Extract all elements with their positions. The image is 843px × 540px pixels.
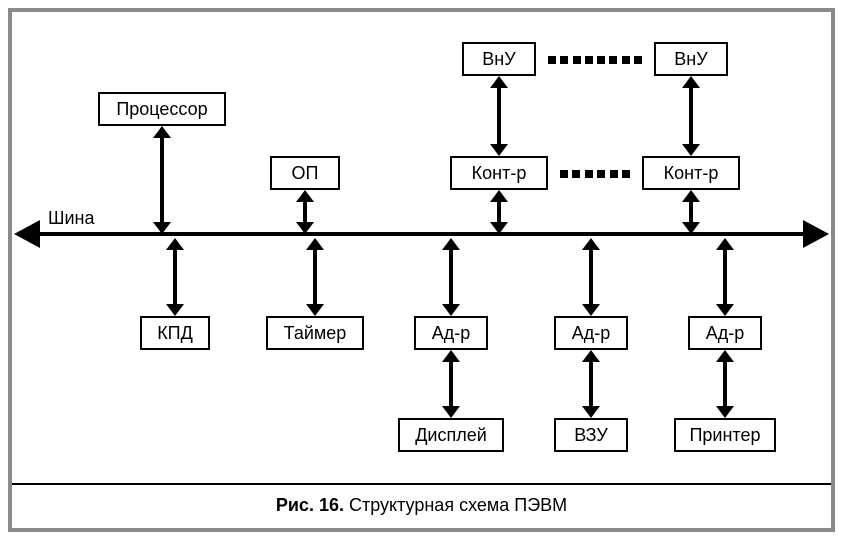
double-arrow-icon bbox=[490, 190, 508, 234]
double-arrow-icon bbox=[682, 76, 700, 156]
double-arrow-icon bbox=[716, 238, 734, 316]
node-ctrl2: Конт-р bbox=[642, 156, 740, 190]
node-timer: Таймер bbox=[266, 316, 364, 350]
frame: Шина Процессор ОП ВнУ ВнУ Конт-р Конт-р КПД Тай… bbox=[0, 0, 843, 540]
double-arrow-icon bbox=[490, 76, 508, 156]
double-arrow-icon bbox=[582, 238, 600, 316]
caption-prefix: Рис. 16. bbox=[276, 495, 344, 515]
node-printer: Принтер bbox=[674, 418, 776, 452]
node-vzu: ВЗУ bbox=[554, 418, 628, 452]
node-display: Дисплей bbox=[398, 418, 504, 452]
node-kpd: КПД bbox=[140, 316, 210, 350]
node-vnu2: ВнУ bbox=[654, 42, 728, 76]
caption-text: Структурная схема ПЭВМ bbox=[349, 495, 567, 515]
figure-caption: Рис. 16. Структурная схема ПЭВМ bbox=[12, 483, 831, 528]
double-arrow-icon bbox=[582, 350, 600, 418]
node-ctrl1: Конт-р bbox=[450, 156, 548, 190]
node-processor: Процессор bbox=[98, 92, 226, 126]
ellipsis-icon bbox=[548, 56, 642, 64]
outer-border: Шина Процессор ОП ВнУ ВнУ Конт-р Конт-р КПД Тай… bbox=[8, 8, 835, 532]
double-arrow-icon bbox=[716, 350, 734, 418]
bus-label: Шина bbox=[48, 208, 95, 229]
node-adr3: Ад-р bbox=[688, 316, 762, 350]
double-arrow-icon bbox=[153, 126, 171, 234]
double-arrow-icon bbox=[442, 350, 460, 418]
double-arrow-icon bbox=[682, 190, 700, 234]
node-op: ОП bbox=[270, 156, 340, 190]
bus-arrowhead-right-icon bbox=[803, 220, 829, 248]
diagram-canvas: Шина Процессор ОП ВнУ ВнУ Конт-р Конт-р КПД Тай… bbox=[12, 12, 831, 483]
double-arrow-icon bbox=[166, 238, 184, 316]
node-adr2: Ад-р bbox=[554, 316, 628, 350]
node-adr1: Ад-р bbox=[414, 316, 488, 350]
double-arrow-icon bbox=[306, 238, 324, 316]
bus-arrowhead-left-icon bbox=[14, 220, 40, 248]
double-arrow-icon bbox=[296, 190, 314, 234]
double-arrow-icon bbox=[442, 238, 460, 316]
node-vnu1: ВнУ bbox=[462, 42, 536, 76]
ellipsis-icon bbox=[560, 170, 630, 178]
